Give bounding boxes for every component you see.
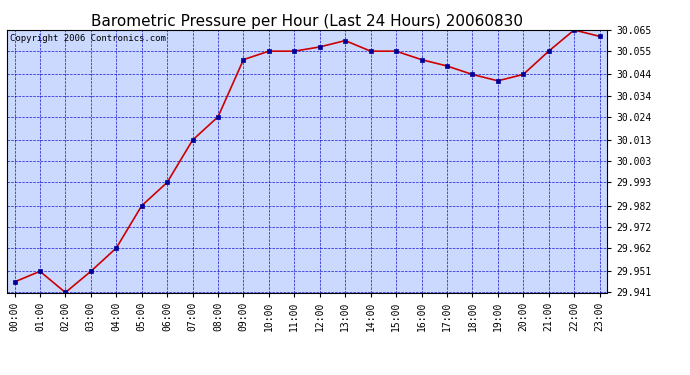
Text: Copyright 2006 Contronics.com: Copyright 2006 Contronics.com [10, 34, 166, 43]
Title: Barometric Pressure per Hour (Last 24 Hours) 20060830: Barometric Pressure per Hour (Last 24 Ho… [91, 14, 523, 29]
